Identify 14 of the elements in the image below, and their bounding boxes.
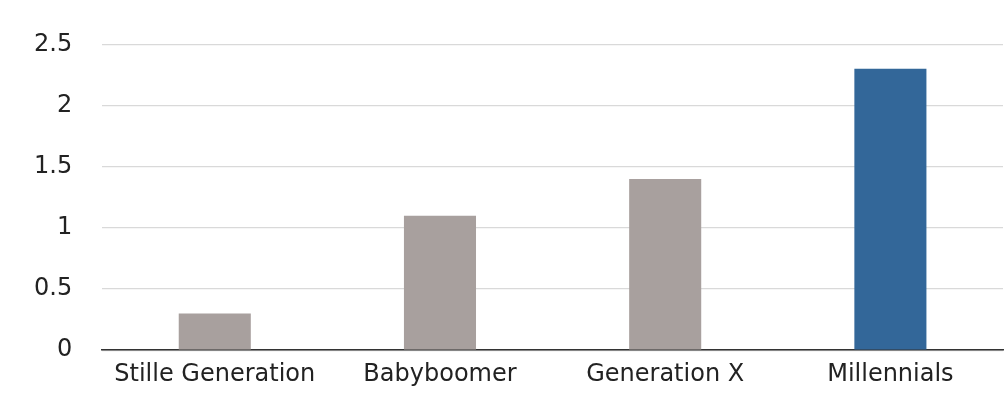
- x-tick-label: Babyboomer: [363, 358, 517, 387]
- y-tick-label: 1.5: [34, 150, 73, 179]
- x-tick-label: Stille Generation: [114, 358, 316, 387]
- y-tick-label: 2: [56, 89, 73, 118]
- bar: [403, 215, 477, 350]
- bar: [629, 178, 702, 350]
- y-tick-label: 0: [56, 334, 73, 363]
- bar: [854, 68, 927, 350]
- x-tick-label: Generation X: [586, 358, 745, 387]
- y-tick-label: 2.5: [34, 28, 73, 57]
- bar: [178, 313, 251, 350]
- x-tick-label: Millennials: [827, 358, 954, 387]
- y-tick-label: 1: [56, 212, 73, 241]
- y-tick-label: 0.5: [34, 273, 73, 302]
